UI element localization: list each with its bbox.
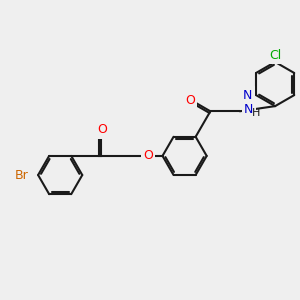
Text: Cl: Cl: [269, 49, 281, 62]
Text: N: N: [243, 88, 253, 102]
Text: H: H: [252, 108, 260, 118]
Text: N: N: [244, 103, 254, 116]
Text: O: O: [185, 94, 195, 107]
Text: O: O: [97, 124, 107, 136]
Text: Br: Br: [15, 169, 29, 182]
Text: O: O: [143, 149, 153, 162]
